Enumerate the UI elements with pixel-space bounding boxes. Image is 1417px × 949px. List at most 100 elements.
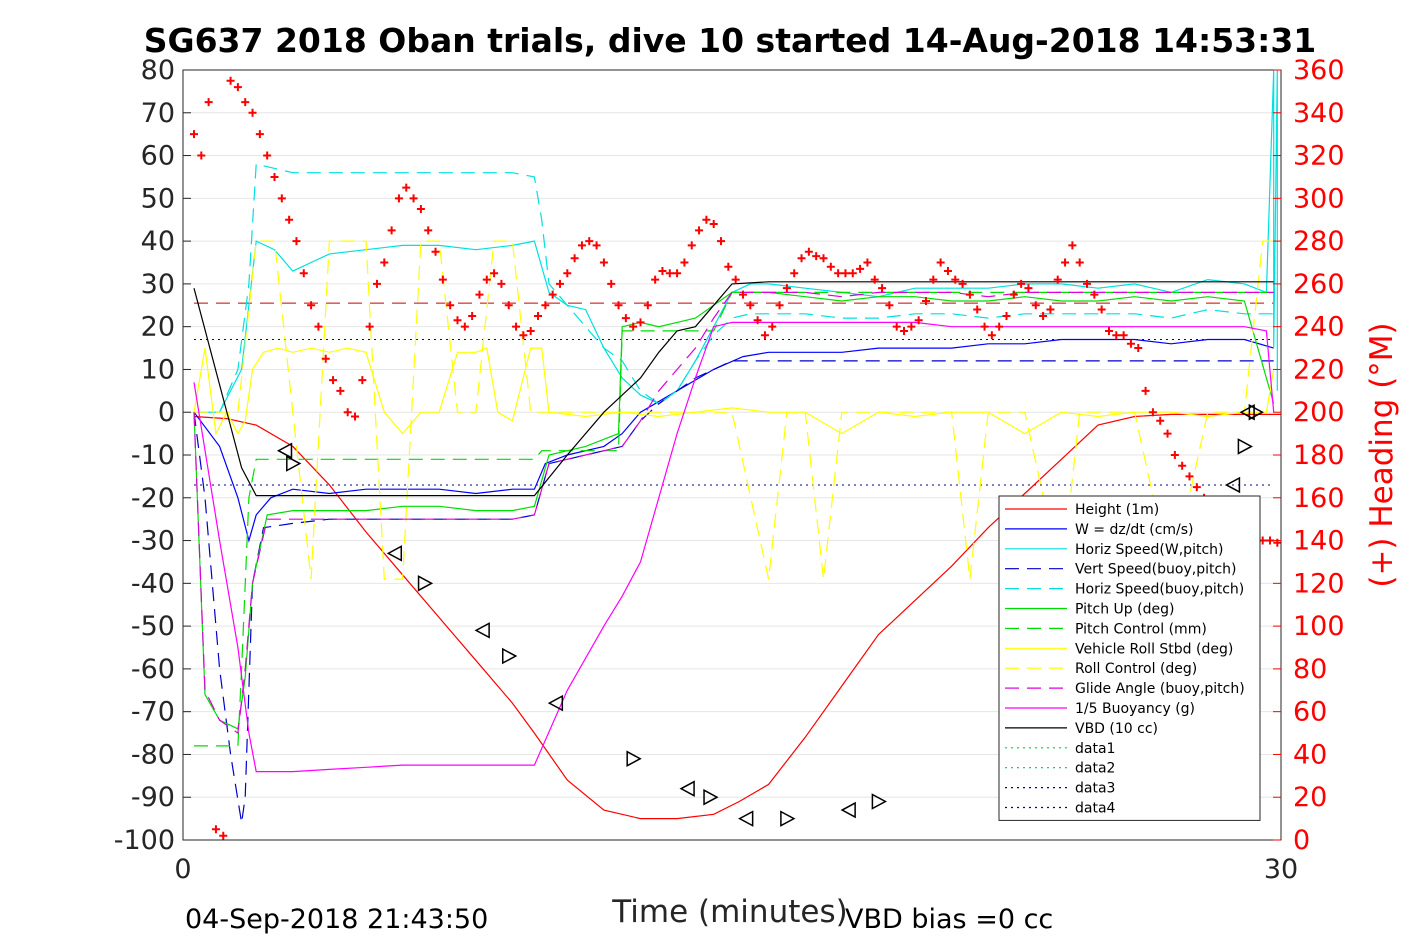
- legend-entry: data2: [1075, 761, 1115, 777]
- left-tick-label: -40: [131, 568, 175, 599]
- right-tick-label: 220: [1293, 354, 1345, 385]
- heading-point: [504, 301, 513, 310]
- heading-point: [1061, 258, 1070, 267]
- heading-point: [614, 301, 623, 310]
- heading-point: [1134, 344, 1143, 353]
- depth-marker: [474, 622, 490, 639]
- left-tick-label: -10: [131, 440, 175, 471]
- right-tick-label: 360: [1293, 55, 1345, 86]
- legend-entry: data3: [1075, 781, 1115, 797]
- heading-point: [892, 322, 901, 331]
- heading-point: [372, 279, 381, 288]
- legend-entry: Vert Speed(buoy,pitch): [1075, 562, 1237, 578]
- heading-point: [585, 237, 594, 246]
- right-tick-label: 120: [1293, 568, 1345, 599]
- legend: Height (1m) W = dz/dt (cm/s) Horiz Speed(W…: [998, 495, 1261, 821]
- depth-marker: [386, 545, 403, 562]
- heading-point: [189, 130, 198, 139]
- heading-point: [1156, 416, 1165, 425]
- heading-point: [958, 279, 967, 288]
- heading-point: [973, 305, 982, 314]
- axis-ticks: 80706050403020100-10-20-30-40-50-60-70-8…: [114, 55, 1345, 885]
- heading-point: [211, 825, 220, 834]
- heading-point: [856, 264, 865, 273]
- heading-point: [1170, 451, 1179, 459]
- footer-vbd-bias: VBD bias =0 cc: [845, 904, 1053, 935]
- series-line: [194, 291, 1274, 747]
- heading-point: [292, 237, 301, 246]
- legend-entry: data4: [1075, 801, 1116, 817]
- depth-marker: [1239, 403, 1255, 421]
- heading-point: [336, 386, 345, 395]
- heading-point: [834, 269, 843, 278]
- heading-point: [270, 172, 279, 181]
- heading-point: [746, 301, 755, 310]
- heading-point: [878, 284, 887, 293]
- heading-point: [482, 275, 491, 284]
- heading-point: [738, 290, 747, 299]
- left-tick-label: 60: [141, 141, 175, 172]
- heading-point: [819, 254, 828, 263]
- heading-point: [1017, 279, 1026, 288]
- heading-point: [387, 226, 396, 235]
- heading-point: [790, 269, 799, 278]
- heading-point: [943, 267, 952, 276]
- heading-point: [687, 241, 696, 250]
- left-tick-label: -50: [131, 611, 175, 642]
- heading-point: [914, 316, 923, 325]
- heading-point: [343, 408, 352, 417]
- heading-point: [921, 297, 930, 305]
- heading-point: [665, 269, 674, 278]
- series-line: [193, 281, 1274, 497]
- series-line: [193, 321, 1275, 773]
- right-tick-label: 320: [1293, 141, 1345, 172]
- heading-point: [226, 76, 235, 85]
- footer-timestamp: 04-Sep-2018 21:43:50: [185, 904, 488, 935]
- right-tick-label: 180: [1293, 440, 1345, 471]
- heading-point: [1185, 472, 1194, 481]
- heading-point: [409, 194, 418, 203]
- heading-point: [314, 322, 323, 331]
- depth-marker: [871, 793, 887, 810]
- heading-point: [490, 269, 499, 278]
- heading-point: [460, 322, 469, 331]
- heading-point: [1009, 290, 1018, 299]
- heading-point: [753, 316, 762, 325]
- left-tick-label: 70: [141, 98, 175, 129]
- heading-point: [599, 258, 608, 267]
- right-tick-label: 300: [1293, 183, 1345, 214]
- right-tick-label: 0: [1293, 825, 1310, 856]
- heading-point: [987, 331, 996, 340]
- heading-point: [848, 269, 857, 278]
- heading-point: [797, 254, 806, 263]
- heading-point: [702, 215, 711, 224]
- legend-entry: Horiz Speed(buoy,pitch): [1075, 582, 1244, 598]
- legend-entry: Glide Angle (buoy,pitch): [1075, 681, 1245, 697]
- depth-marker: [679, 780, 695, 797]
- heading-point: [658, 267, 667, 276]
- heading-point: [965, 290, 974, 299]
- heading-point: [446, 301, 455, 310]
- heading-point: [870, 275, 879, 284]
- left-tick-label: -30: [131, 526, 175, 557]
- heading-point: [424, 226, 433, 235]
- heading-point: [1046, 305, 1055, 314]
- right-tick-label: 20: [1293, 782, 1327, 813]
- right-tick-label: 140: [1293, 526, 1345, 557]
- heading-point: [438, 275, 447, 284]
- chart-title: SG637 2018 Oban trials, dive 10 started …: [144, 21, 1317, 60]
- heading-point: [526, 326, 535, 335]
- heading-point: [1097, 305, 1106, 314]
- heading-point: [497, 279, 506, 288]
- heading-point: [541, 301, 550, 310]
- heading-point: [907, 322, 916, 331]
- series-line: [193, 347, 1275, 436]
- heading-point: [643, 301, 652, 310]
- heading-point: [1119, 331, 1128, 340]
- heading-point: [197, 151, 206, 160]
- heading-point: [951, 275, 960, 284]
- depth-marker: [547, 694, 564, 712]
- legend-entry: Vehicle Roll Stbd (deg): [1075, 641, 1233, 657]
- heading-point: [1024, 284, 1033, 293]
- heading-point: [548, 290, 557, 299]
